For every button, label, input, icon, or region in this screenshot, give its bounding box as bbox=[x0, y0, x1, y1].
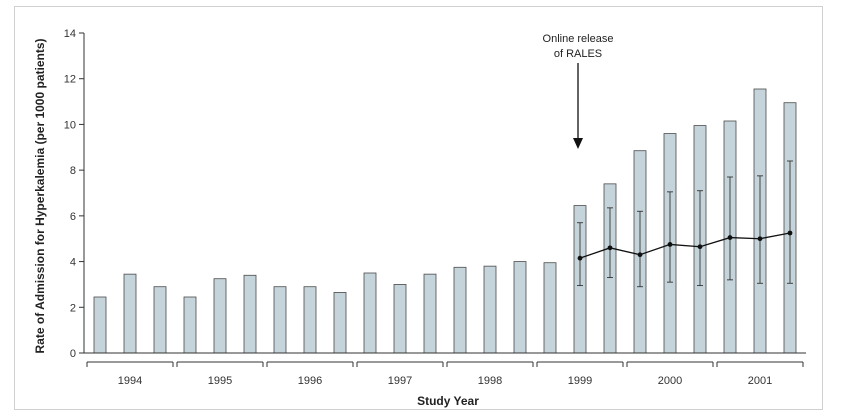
bar-10 bbox=[393, 284, 407, 354]
expected-point-3 bbox=[667, 242, 673, 247]
bar-3 bbox=[183, 296, 197, 354]
bar-4 bbox=[213, 278, 227, 354]
expected-point-7 bbox=[787, 230, 793, 236]
y-tick-label-4: 4 bbox=[70, 257, 76, 269]
y-tick-label-6: 6 bbox=[70, 211, 76, 223]
chart-frame bbox=[14, 6, 823, 410]
annotation-line-1: Online release bbox=[543, 33, 614, 45]
x-axis-title: Study Year bbox=[417, 394, 479, 408]
year-label-1994: 1994 bbox=[118, 375, 142, 387]
year-label-2000: 2000 bbox=[658, 375, 682, 387]
y-tick-label-14: 14 bbox=[64, 28, 76, 40]
expected-point-2 bbox=[637, 252, 643, 258]
year-label-1999: 1999 bbox=[568, 375, 592, 387]
bar-14 bbox=[513, 261, 527, 354]
y-tick-label-0: 0 bbox=[70, 348, 76, 360]
year-label-1997: 1997 bbox=[388, 375, 412, 387]
bar-2 bbox=[153, 286, 167, 354]
expected-point-0 bbox=[577, 255, 583, 261]
expected-rate-line bbox=[579, 232, 791, 259]
bar-15 bbox=[543, 262, 557, 354]
bar-9 bbox=[363, 272, 377, 354]
y-tick-label-10: 10 bbox=[64, 119, 76, 131]
y-axis-title: Rate of Admission for Hyperkalemia (per … bbox=[33, 39, 47, 354]
annotation-line-2: of RALES bbox=[554, 48, 602, 60]
year-label-1996: 1996 bbox=[298, 375, 322, 387]
bar-12 bbox=[453, 266, 467, 354]
year-label-1998: 1998 bbox=[478, 375, 502, 387]
axes-layer: 0 2 4 6 8 10 12 14 1994 1995 1996 1997 1998 1999 2000 2… bbox=[64, 28, 806, 387]
bar-8 bbox=[333, 292, 347, 354]
y-tick-label-8: 8 bbox=[70, 165, 76, 177]
expected-point-4 bbox=[697, 244, 703, 250]
bar-0 bbox=[93, 296, 107, 354]
bar-1 bbox=[123, 273, 137, 354]
expected-point-6 bbox=[757, 236, 763, 242]
year-label-2001: 2001 bbox=[748, 375, 772, 387]
expected-rate-series bbox=[577, 160, 793, 288]
annotation-arrow-head bbox=[573, 138, 583, 149]
bar-6 bbox=[273, 286, 287, 354]
bars-layer bbox=[93, 88, 797, 354]
expected-point-5 bbox=[727, 235, 733, 240]
expected-point-1 bbox=[607, 245, 613, 251]
bar-13 bbox=[483, 265, 497, 354]
bar-5 bbox=[243, 274, 257, 354]
y-tick-label-2: 2 bbox=[70, 302, 76, 314]
bar-7 bbox=[303, 286, 317, 354]
y-tick-label-12: 12 bbox=[64, 74, 76, 86]
bar-11 bbox=[423, 273, 437, 354]
year-label-1995: 1995 bbox=[208, 375, 232, 387]
